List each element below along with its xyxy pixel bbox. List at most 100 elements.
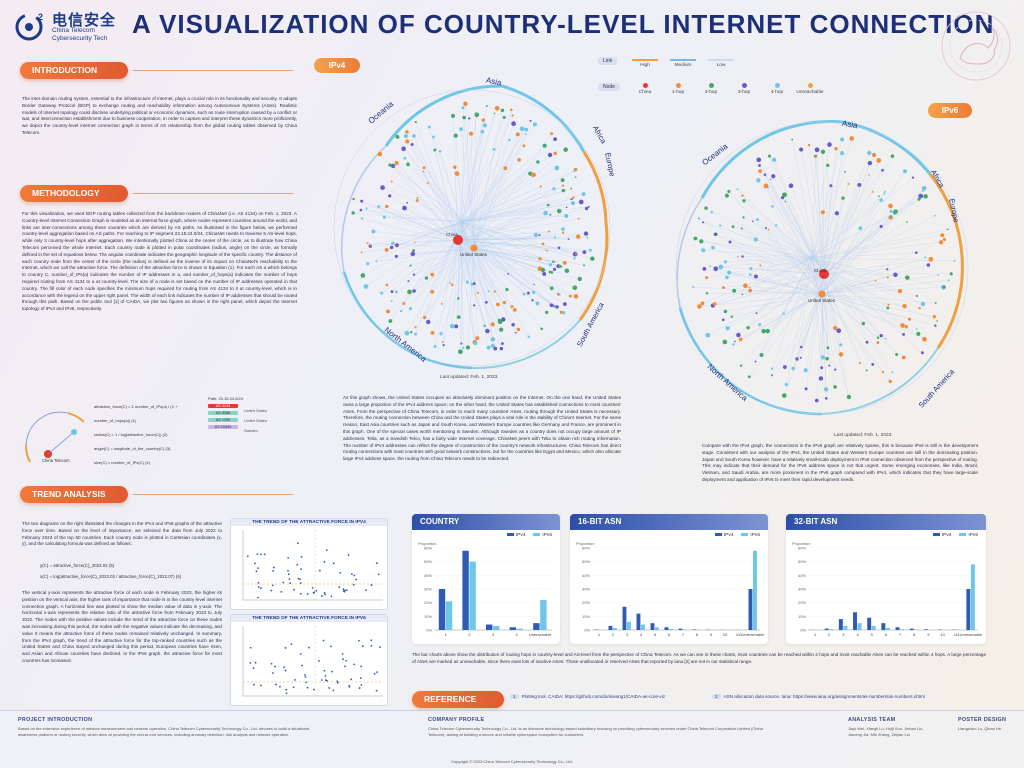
graph-node <box>426 319 431 325</box>
graph-node <box>567 238 570 241</box>
trend-point <box>324 674 327 677</box>
graph-link <box>811 257 888 309</box>
graph-node <box>366 262 370 266</box>
graph-node <box>395 134 400 139</box>
graph-node <box>561 184 565 187</box>
graph-node <box>581 192 586 196</box>
reference-text[interactable]: Plotting tool. CAIDA: https://github.com… <box>521 694 666 699</box>
graph-link <box>461 188 554 223</box>
graph-node <box>871 191 874 193</box>
graph-link <box>767 293 823 332</box>
graph-node <box>784 382 788 387</box>
graph-link <box>460 221 463 352</box>
graph-link <box>461 221 499 305</box>
x-tick-label: 4 <box>856 632 859 637</box>
graph-node <box>878 195 880 197</box>
trend-point <box>360 684 363 686</box>
graph-node <box>722 286 726 290</box>
graph-link <box>811 257 822 368</box>
graph-node <box>529 119 532 122</box>
graph-link <box>473 247 535 285</box>
graph-node <box>482 123 488 128</box>
y-axis-label: Proportion <box>576 541 594 546</box>
graph-link <box>423 167 463 223</box>
y-tick-label: 20% <box>582 600 590 605</box>
graph-link <box>457 239 493 346</box>
graph-node <box>433 148 437 152</box>
graph-node <box>550 132 554 136</box>
graph-node <box>490 322 495 327</box>
graph-node <box>553 305 556 308</box>
graph-link <box>432 247 475 292</box>
graph-node <box>871 362 875 366</box>
graph-link <box>457 208 587 241</box>
x-tick-label: ≥11 <box>954 632 961 637</box>
graph-node <box>761 328 766 334</box>
graph-link <box>457 239 585 253</box>
graph-node <box>920 351 924 355</box>
graph-node <box>352 197 355 201</box>
graph-node <box>804 387 808 391</box>
graph-node <box>827 142 832 147</box>
graph-node <box>511 322 515 327</box>
graph-node <box>942 285 946 289</box>
graph-link <box>821 293 905 307</box>
trend-point <box>370 584 373 586</box>
graph-link <box>738 257 813 336</box>
graph-link <box>442 247 475 342</box>
trend-point <box>260 684 262 687</box>
graph-node <box>922 336 927 342</box>
legend-node-dot <box>807 83 813 88</box>
legend-series-b: IPv6 <box>750 533 760 538</box>
reference-item-2: 2 ASN allocation data source. Iana: https… <box>712 694 925 699</box>
graph-node <box>879 333 883 338</box>
graph-node <box>915 294 919 298</box>
graph-node <box>891 371 894 374</box>
graph-node <box>410 331 413 334</box>
graph-node <box>545 310 549 315</box>
graph-node <box>867 150 872 156</box>
trend-point <box>272 569 274 572</box>
graph-node <box>918 307 921 310</box>
graph-node <box>573 294 579 299</box>
graph-node <box>406 201 409 204</box>
graph-node <box>582 264 586 267</box>
graph-node <box>515 132 520 137</box>
graph-node <box>826 346 830 350</box>
legend-link-medium: Medium <box>674 63 692 68</box>
graph-node <box>858 362 861 365</box>
graph-node <box>465 345 470 350</box>
graph-node <box>563 147 568 152</box>
graph-link <box>461 221 567 271</box>
graph-link <box>823 188 925 275</box>
graph-node <box>771 157 777 162</box>
graph-link <box>823 165 828 275</box>
graph-node <box>454 171 460 176</box>
graph-link <box>703 250 813 259</box>
graph-node <box>693 236 698 241</box>
reference-text[interactable]: ASN allocation data source. Iana: https:… <box>723 694 925 699</box>
y-tick-label: 50% <box>582 559 590 564</box>
graph-node <box>432 135 435 139</box>
graph-link <box>701 241 813 259</box>
graph-link <box>413 221 463 251</box>
trend-point <box>272 566 275 569</box>
trend-point <box>253 683 255 686</box>
graph-node <box>782 365 787 369</box>
graph-link <box>693 286 823 295</box>
graph-link <box>821 293 827 399</box>
graph-link <box>811 257 829 348</box>
graph-link <box>461 117 465 223</box>
graph-node <box>563 302 567 306</box>
graph-link <box>729 272 823 295</box>
graph-node <box>535 301 540 306</box>
graph-node <box>702 221 705 224</box>
graph-node <box>456 315 461 319</box>
y-tick-label: 30% <box>424 587 432 592</box>
legend-node-dot <box>708 83 714 88</box>
graph-node <box>736 188 739 191</box>
trend-point <box>285 692 288 695</box>
graph-node <box>499 346 504 351</box>
graph-link <box>441 239 459 304</box>
trend-point <box>288 578 291 580</box>
